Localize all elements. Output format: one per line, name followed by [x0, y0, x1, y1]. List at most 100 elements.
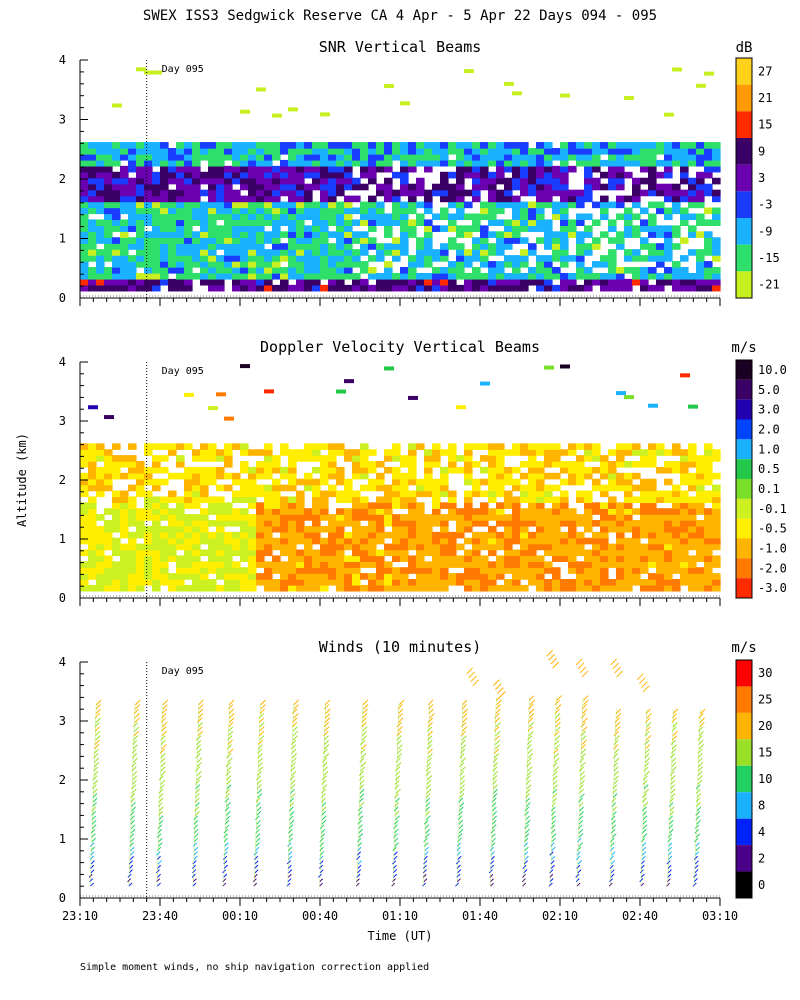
snr-cell — [688, 213, 697, 221]
doppler-cell — [144, 531, 153, 539]
snr-cell — [432, 225, 441, 232]
snr-cell — [136, 159, 145, 167]
snr-cell — [224, 219, 233, 227]
snr-cell — [496, 267, 505, 274]
wind-barb — [672, 730, 678, 737]
doppler-cell — [304, 508, 313, 515]
snr-cell — [272, 213, 281, 221]
doppler-cell — [384, 543, 393, 551]
snr-cell — [472, 195, 481, 203]
colorbar-label: -15 — [758, 251, 780, 265]
colorbar-swatch — [736, 479, 752, 499]
wind-barb — [667, 869, 672, 874]
x-tick-label: 01:10 — [382, 909, 418, 923]
doppler-cell — [192, 567, 201, 574]
snr-cell — [344, 153, 353, 161]
doppler-cell — [456, 543, 465, 551]
doppler-cell — [400, 472, 409, 480]
snr-cell — [584, 225, 593, 232]
doppler-cell — [200, 490, 209, 498]
wind-barb — [550, 842, 555, 847]
snr-cell — [176, 213, 185, 221]
snr-cell — [368, 201, 377, 209]
snr-cell — [232, 272, 241, 280]
snr-cell — [384, 219, 393, 227]
doppler-cell — [616, 514, 625, 521]
doppler-cell — [608, 484, 617, 492]
doppler-cell — [392, 455, 401, 462]
doppler-cell — [648, 520, 657, 527]
doppler-cell — [216, 549, 225, 557]
doppler-cell — [288, 502, 297, 509]
wind-barb — [292, 730, 298, 737]
snr-cell — [584, 231, 593, 238]
doppler-cell — [184, 567, 193, 574]
doppler-cell — [176, 525, 185, 533]
doppler-cell — [496, 584, 505, 592]
snr-cell — [304, 213, 313, 221]
doppler-cell — [296, 520, 305, 527]
doppler-cell — [176, 579, 185, 586]
snr-cell — [232, 267, 241, 274]
wind-barb — [667, 846, 672, 852]
snr-cell — [464, 278, 473, 286]
snr-cell — [608, 177, 617, 185]
snr-cell — [304, 237, 313, 244]
doppler-cell — [352, 461, 361, 468]
wind-barb — [551, 833, 557, 838]
doppler-cell — [512, 478, 521, 486]
doppler-cell — [624, 502, 633, 509]
doppler-cell — [192, 449, 201, 456]
snr-cell — [280, 148, 289, 155]
colorbar-label: 25 — [758, 693, 772, 707]
snr-cell — [384, 195, 393, 203]
snr-cell — [336, 207, 345, 215]
snr-cell — [528, 171, 537, 179]
snr-cell — [480, 153, 489, 161]
doppler-cell — [168, 584, 177, 592]
doppler-cell — [448, 502, 457, 509]
doppler-cell — [304, 449, 313, 456]
wind-barb — [459, 802, 465, 807]
wind-barb — [260, 699, 266, 706]
wind-barb — [225, 824, 230, 830]
doppler-cell — [536, 502, 545, 509]
snr-cell — [656, 231, 665, 238]
snr-cell — [80, 177, 89, 185]
doppler-cell — [96, 472, 105, 480]
wind-barb — [695, 842, 700, 847]
snr-cell — [496, 219, 505, 227]
snr-cell — [248, 165, 257, 173]
doppler-cell — [496, 490, 505, 498]
doppler-cell — [632, 449, 641, 456]
doppler-cell — [632, 531, 641, 539]
doppler-cell — [472, 549, 481, 557]
doppler-cell — [296, 449, 305, 456]
snr-cell — [704, 243, 713, 250]
doppler-cell — [520, 472, 529, 480]
doppler-cell — [424, 466, 433, 474]
snr-cell — [256, 201, 265, 209]
doppler-cell — [408, 502, 417, 509]
snr-cell — [512, 272, 521, 280]
doppler-cell — [688, 567, 697, 574]
wind-barb — [260, 704, 266, 710]
snr-cell — [656, 272, 665, 280]
wind-barb — [552, 779, 558, 785]
wind-barb — [472, 679, 480, 687]
doppler-cell — [552, 443, 561, 450]
snr-cell — [88, 249, 97, 256]
wind-barb — [551, 802, 557, 807]
doppler-cell — [456, 520, 465, 527]
snr-cell — [568, 153, 577, 161]
snr-cell — [304, 267, 313, 274]
doppler-cell — [256, 531, 265, 539]
snr-cell — [136, 153, 145, 161]
doppler-cell — [608, 502, 617, 509]
wind-barb — [524, 846, 529, 852]
snr-cell — [184, 201, 193, 209]
doppler-cell — [392, 579, 401, 586]
snr-cell — [216, 284, 225, 292]
snr-cell — [616, 231, 625, 238]
wind-barb — [698, 744, 704, 750]
